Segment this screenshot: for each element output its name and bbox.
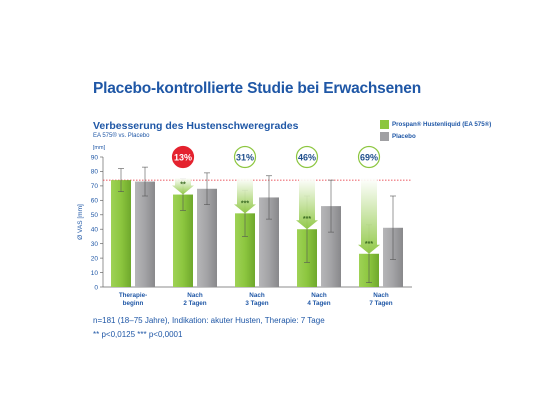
footnote-study: n=181 (18–75 Jahre), Indikation: akuter …	[93, 316, 325, 325]
significance-marker: ***	[303, 216, 311, 223]
legend-swatch-gray	[380, 132, 389, 141]
improvement-badge	[357, 145, 381, 169]
legend-label-prospan: Prospan® Hustenliquid (EA 575®)	[392, 121, 492, 129]
significance-marker: ***	[365, 241, 373, 248]
y-tick-label: 50	[91, 212, 99, 219]
y-tick-label: 30	[91, 241, 99, 248]
legend-swatch-green	[380, 120, 389, 129]
page-title: Placebo-kontrollierte Studie bei Erwachs…	[93, 80, 421, 97]
y-axis-label: Ø VAS [mm]	[77, 204, 84, 240]
x-tick-label: 4 Tagen	[307, 300, 330, 307]
y-tick-label: 70	[91, 183, 99, 190]
improvement-arrow	[358, 178, 380, 254]
y-tick-label: 40	[91, 227, 99, 234]
x-tick-label: 7 Tagen	[369, 300, 392, 307]
bar-placebo	[321, 206, 341, 287]
legend-label-placebo: Placebo	[392, 133, 416, 141]
x-tick-label: 2 Tagen	[183, 300, 206, 307]
y-unit-label: [mm]	[93, 145, 106, 151]
y-tick-label: 80	[91, 169, 99, 176]
x-tick-label: Nach	[373, 292, 389, 299]
significance-marker: ***	[241, 200, 249, 207]
bar-prospan	[111, 180, 131, 287]
improvement-label: 46%	[298, 153, 316, 163]
y-tick-label: 90	[91, 154, 99, 161]
legend-item-prospan: Prospan® Hustenliquid (EA 575®)	[380, 120, 510, 129]
improvement-label: 69%	[360, 153, 378, 163]
x-tick-label: beginn	[123, 300, 144, 307]
chart-subtitle: Verbesserung des Hustenschweregrades	[93, 120, 299, 132]
x-tick-label: Nach	[187, 292, 203, 299]
improvement-badge	[171, 145, 195, 169]
bar-placebo	[197, 188, 217, 287]
improvement-arrow	[172, 178, 194, 195]
footnote-significance: ** p<0,0125 *** p<0,0001	[93, 330, 183, 339]
x-tick-label: Therapie-	[119, 292, 147, 299]
y-tick-label: 0	[94, 284, 98, 291]
improvement-label: 13%	[174, 153, 192, 163]
legend-item-placebo: Placebo	[380, 132, 510, 141]
chart-caption: EA 575® vs. Placebo	[93, 133, 150, 139]
significance-marker: **	[180, 182, 186, 189]
bar-prospan	[173, 194, 193, 287]
bar-prospan	[235, 213, 255, 287]
improvement-badge	[295, 145, 319, 169]
improvement-arrow	[234, 178, 256, 214]
x-tick-label: Nach	[311, 292, 327, 299]
x-tick-label: 3 Tagen	[245, 300, 268, 307]
y-tick-label: 60	[91, 198, 99, 205]
y-tick-label: 10	[91, 270, 99, 277]
x-tick-label: Nach	[249, 292, 265, 299]
improvement-badge	[233, 145, 257, 169]
bar-placebo	[259, 197, 279, 287]
improvement-label: 31%	[236, 153, 254, 163]
bar-placebo	[135, 181, 155, 287]
y-tick-label: 20	[91, 255, 99, 262]
improvement-arrow	[296, 178, 318, 230]
